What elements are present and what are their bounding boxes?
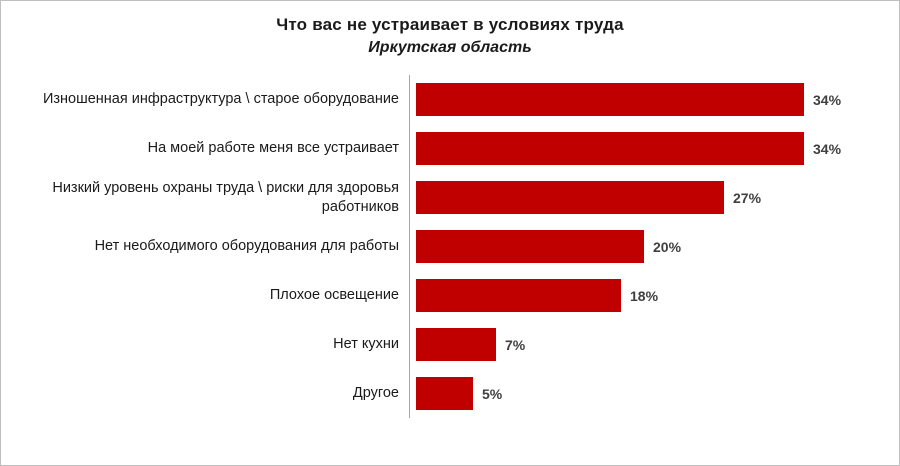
- category-label: Низкий уровень охраны труда \ риски для …: [52, 180, 399, 215]
- value-label: 34%: [813, 140, 842, 157]
- chart-subtitle: Иркутская область: [368, 39, 532, 56]
- value-label: 20%: [653, 238, 682, 255]
- category-label: Другое: [352, 385, 399, 402]
- chart-row: Другое 5%: [1, 369, 899, 418]
- bar: [416, 132, 804, 165]
- value-label: 5%: [482, 385, 503, 402]
- bar-chart-plot-area: Изношенная инфраструктура \ старое обору…: [1, 75, 899, 418]
- bar: [416, 328, 496, 361]
- value-label: 34%: [813, 91, 842, 108]
- value-label: 18%: [630, 287, 659, 304]
- chart-row: Плохое освещение 18%: [1, 271, 899, 320]
- category-label: На моей работе меня все устраивает: [147, 140, 399, 157]
- bar-cell: 5%: [409, 369, 899, 418]
- value-label: 27%: [733, 189, 762, 206]
- chart-row: Изношенная инфраструктура \ старое обору…: [1, 75, 899, 124]
- bar: [416, 279, 621, 312]
- bar: [416, 181, 724, 214]
- category-label: Изношенная инфраструктура \ старое обору…: [42, 91, 399, 108]
- bar-cell: 20%: [409, 222, 899, 271]
- category-label: Нет кухни: [333, 336, 399, 353]
- chart-row: Низкий уровень охраны труда \ риски для …: [1, 173, 899, 222]
- bar-cell: 34%: [409, 75, 899, 124]
- bar-cell: 34%: [409, 124, 899, 173]
- chart-row: На моей работе меня все устраивает 34%: [1, 124, 899, 173]
- category-label: Нет необходимого оборудования для работы: [94, 238, 399, 255]
- bar-cell: 18%: [409, 271, 899, 320]
- chart-row: Нет кухни 7%: [1, 320, 899, 369]
- bar: [416, 83, 804, 116]
- value-label: 7%: [505, 336, 526, 353]
- bar-cell: 27%: [409, 173, 899, 222]
- chart-rows: Изношенная инфраструктура \ старое обору…: [1, 75, 899, 418]
- bar-cell: 7%: [409, 320, 899, 369]
- bar: [416, 230, 644, 263]
- category-label: Плохое освещение: [269, 287, 399, 304]
- chart-row: Нет необходимого оборудования для работы…: [1, 222, 899, 271]
- chart-title: Что вас не устраивает в условиях труда: [276, 15, 624, 34]
- bar: [416, 377, 473, 410]
